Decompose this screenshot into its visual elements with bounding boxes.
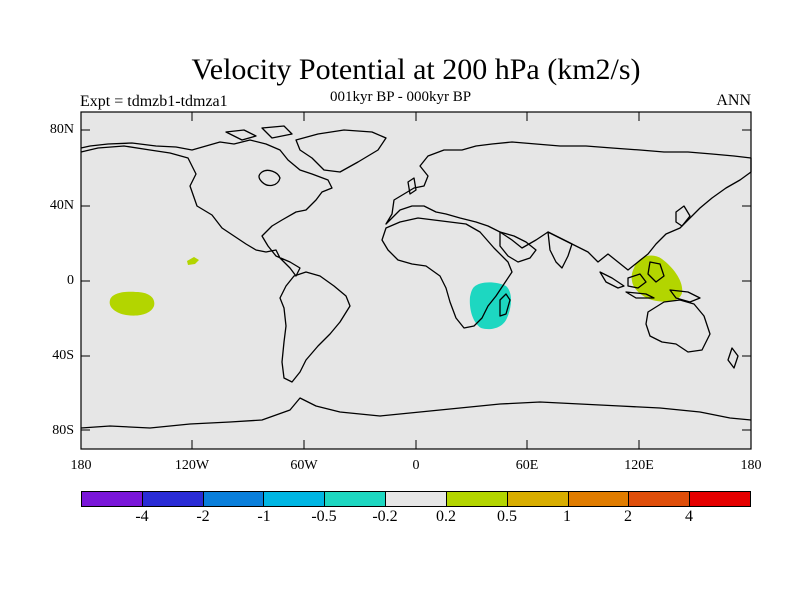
lat-tick-label: 80S [52, 423, 74, 438]
colorbar-label: -0.5 [311, 508, 337, 525]
lon-tick-label: 0 [412, 458, 420, 473]
colorbar-label: -2 [196, 508, 210, 525]
map-title: Velocity Potential at 200 hPa (km2/s) [191, 53, 641, 86]
colorbar-label: 4 [685, 508, 693, 525]
colorbar-swatch [507, 492, 569, 506]
colorbar-swatch [142, 492, 204, 506]
lon-tick-label: 180 [740, 458, 762, 473]
colorbar-swatch [629, 492, 691, 506]
experiment-label: Expt = tdmzb1-tdmza1 [80, 93, 228, 110]
colorbar-swatch [325, 492, 387, 506]
lat-tick-label: 40S [52, 348, 74, 363]
colorbar-label: -4 [135, 508, 149, 525]
colorbar-label: -1 [257, 508, 271, 525]
colorbar-swatch [386, 492, 447, 506]
colorbar-label: 0.2 [436, 508, 456, 525]
anomaly-central-pacific-south [109, 291, 155, 316]
lon-tick-label: 120W [174, 458, 210, 473]
colorbar-swatch [203, 492, 265, 506]
anomaly-east-africa [469, 282, 511, 330]
colorbar [81, 491, 751, 507]
colorbar-swatch [82, 492, 143, 506]
map-subtitle: 001kyr BP - 000kyr BP [330, 89, 472, 105]
lon-tick-label: 180 [70, 458, 92, 473]
lon-tick-label: 120E [624, 458, 654, 473]
lon-tick-label: 60W [290, 458, 318, 473]
anomaly-central-pacific-north [187, 257, 199, 265]
colorbar-swatch [568, 492, 630, 506]
lat-tick-label: 40N [49, 198, 74, 213]
colorbar-label: 1 [563, 508, 571, 525]
colorbar-swatch [690, 492, 750, 506]
colorbar-label: -0.2 [372, 508, 398, 525]
season-label: ANN [716, 92, 751, 109]
axis-ticks [80, 112, 752, 449]
colorbar-label: 2 [624, 508, 632, 525]
colorbar-swatch [264, 492, 326, 506]
lon-tick-label: 60E [515, 458, 539, 473]
coastlines [80, 125, 752, 429]
colorbar-label: 0.5 [497, 508, 517, 525]
lat-tick-label: 0 [67, 273, 74, 288]
lat-tick-label: 80N [49, 122, 74, 137]
colorbar-swatch [446, 492, 508, 506]
